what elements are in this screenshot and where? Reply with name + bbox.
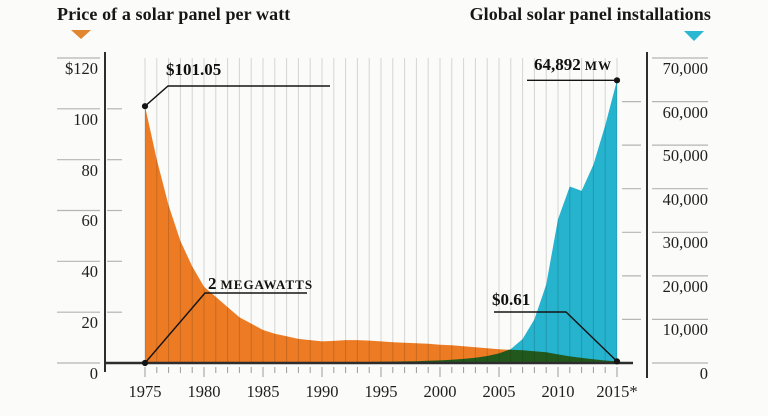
right-axis-tick-label: 10,000	[662, 320, 708, 339]
x-axis-tick-label: 2015*	[596, 382, 638, 401]
price-series-marker-icon	[71, 30, 91, 39]
right-axis-title: Global solar panel installations	[469, 4, 711, 24]
left-axis-tick-label: 20	[81, 313, 99, 332]
annotation-installs-1975-unit: MEGAWATTS	[220, 277, 314, 292]
left-axis-tick-label: 40	[81, 262, 99, 281]
annotation-lines	[141, 77, 621, 367]
annotation-dot-price-1975	[141, 103, 149, 110]
x-axis-tick-label: 1975	[128, 382, 162, 401]
x-axis-tick-label: 1985	[246, 382, 280, 401]
annotation-line-installs-1975	[144, 292, 307, 364]
annotation-dot-installs-1975	[141, 359, 149, 367]
left-axis-title: Price of a solar panel per watt	[57, 4, 291, 24]
x-axis-tick-label: 1995	[364, 382, 398, 401]
x-axis-tick-label: 1990	[305, 382, 339, 401]
right-axis-tick-label: 30,000	[662, 233, 708, 252]
right-axis-tick-label: 0	[699, 364, 708, 383]
left-axis-tick-label: $120	[65, 59, 98, 78]
x-axis-tick-label: 2005	[482, 382, 516, 401]
annotation-installs-2015-value: 64,892	[533, 55, 581, 74]
x-axis-tick-label: 2010	[541, 382, 575, 401]
x-axis-ticks	[144, 367, 618, 377]
annotation-price-2015: $0.61	[492, 290, 531, 309]
installs-series-marker-icon	[684, 31, 704, 41]
right-axis-tick-label: 60,000	[662, 103, 708, 122]
annotation-dot-price-2015	[613, 358, 621, 365]
right-axis-tick-label: 40,000	[662, 190, 708, 209]
right-axis-tick-label: 50,000	[662, 146, 708, 165]
x-axis-tick-label: 2000	[423, 382, 457, 401]
axis-lines	[104, 52, 648, 378]
gridlines	[144, 58, 618, 363]
left-axis-tick-label: 100	[73, 110, 98, 129]
annotation-price-1975: $101.05	[166, 60, 222, 79]
axis-ticks	[57, 57, 708, 364]
annotation-installs-2015-unit: MW	[584, 58, 612, 73]
annotation-installs-1975-value: 2	[208, 274, 217, 293]
right-axis-tick-label: 70,000	[662, 59, 708, 78]
right-axis-tick-label: 20,000	[662, 277, 708, 296]
left-axis-tick-label: 80	[81, 161, 99, 180]
left-axis-tick-label: 60	[81, 211, 99, 230]
annotation-line-price-1975	[144, 85, 330, 107]
left-axis-tick-label: 0	[89, 364, 98, 383]
annotation-installs-1975: 2 MEGAWATTS	[208, 275, 313, 292]
x-axis-tick-label: 1980	[187, 382, 221, 401]
annotation-line-price-2015	[494, 311, 618, 362]
annotation-dot-installs-2015	[613, 77, 621, 84]
annotation-installs-2015: 64,892 MW	[497, 56, 612, 73]
